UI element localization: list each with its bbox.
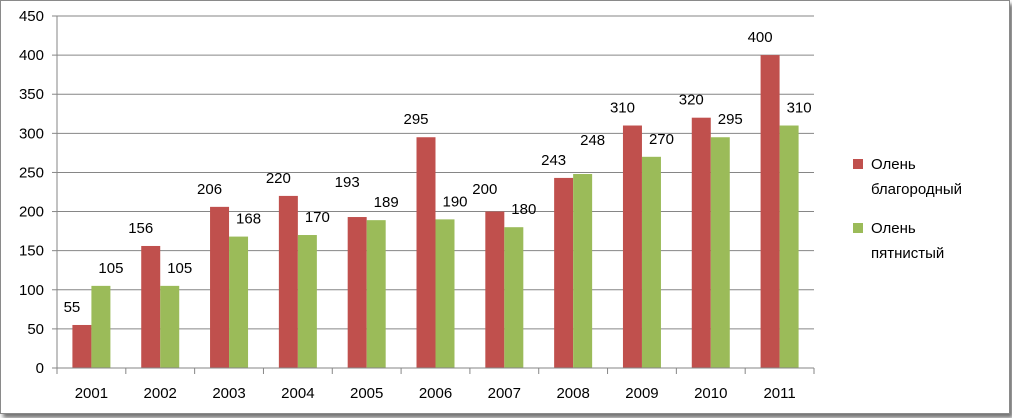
bar-series-2 [779,125,799,368]
data-label-series-2: 180 [511,201,536,218]
x-tick-label: 2006 [419,385,452,402]
x-tick-label: 2007 [488,385,521,402]
data-labels: 55 105 156 105 206 168 220 170 193 189 295 190 200 18… [64,29,812,316]
y-tick-label: 50 [27,321,44,338]
data-label-series-2: 248 [580,132,605,149]
data-label-series-1: 320 [679,92,704,109]
legend: Олень благородный Олень пятнистый [853,156,962,262]
bar-series-1 [554,177,574,368]
data-label-series-2: 105 [167,260,192,277]
y-tick-label: 100 [19,282,44,299]
bar-series-1 [278,195,298,368]
bar-series-1 [141,245,161,368]
bar-series-2 [573,174,593,368]
data-label-series-1: 220 [266,170,291,187]
x-tick-label: 2002 [144,385,177,402]
data-label-series-2: 270 [649,131,674,148]
legend-swatch-series-1 [853,159,863,169]
data-label-series-2: 105 [98,260,123,277]
bar-series-2 [710,137,730,368]
x-tick-label: 2004 [281,385,314,402]
bar-series-1 [622,125,642,368]
legend-swatch-series-2 [853,223,863,233]
legend-label-series-1: Олень [871,156,916,173]
x-tick-label: 2005 [350,385,383,402]
bar-series-1 [485,211,505,368]
legend-label-series-1: благородный [871,181,962,198]
x-tick-label: 2009 [625,385,658,402]
y-tick-label: 450 [19,8,44,25]
x-tick-label: 2011 [763,385,795,402]
data-label-series-1: 400 [748,29,773,46]
bar-series-2 [641,156,661,368]
data-label-series-1: 243 [541,152,566,169]
data-label-series-1: 193 [335,174,360,191]
data-label-series-1: 55 [64,299,81,316]
y-tick-label: 300 [19,125,44,142]
bar-series-1 [416,137,436,368]
y-tick-label: 400 [19,47,44,64]
bar-series-1 [760,55,780,368]
x-tick-label: 2001 [75,385,108,402]
data-label-series-2: 190 [442,193,467,210]
data-label-series-1: 310 [610,100,635,117]
bar-series-2 [297,235,317,368]
bar-series-2 [160,285,180,368]
data-label-series-2: 310 [787,100,812,117]
bar-series-1 [210,206,230,368]
bars [72,55,799,368]
legend-label-series-2: пятнистый [871,245,944,262]
data-label-series-2: 189 [374,194,399,211]
data-label-series-2: 168 [236,211,261,228]
y-tick-label: 0 [36,360,44,377]
y-tick-label: 350 [19,86,44,103]
y-tick-label: 200 [19,204,44,221]
y-tick-label: 250 [19,164,44,181]
legend-label-series-2: Олень [871,220,916,237]
bar-series-2 [91,285,111,368]
bar-series-1 [347,217,367,368]
x-tick-label: 2010 [694,385,727,402]
data-label-series-1: 200 [472,181,497,198]
data-label-series-2: 295 [718,111,743,128]
bar-series-2 [366,220,386,368]
x-tick-label: 2008 [556,385,589,402]
bar-series-1 [691,117,711,368]
x-tick-label: 2003 [212,385,245,402]
data-label-series-1: 156 [128,220,153,237]
y-tick-label: 150 [19,243,44,260]
data-label-series-1: 206 [197,181,222,198]
bar-series-1 [72,324,92,368]
data-label-series-1: 295 [403,111,428,128]
bar-series-2 [229,236,249,368]
bar-series-2 [435,219,455,368]
data-label-series-2: 170 [305,209,330,226]
bar-series-2 [504,227,524,368]
